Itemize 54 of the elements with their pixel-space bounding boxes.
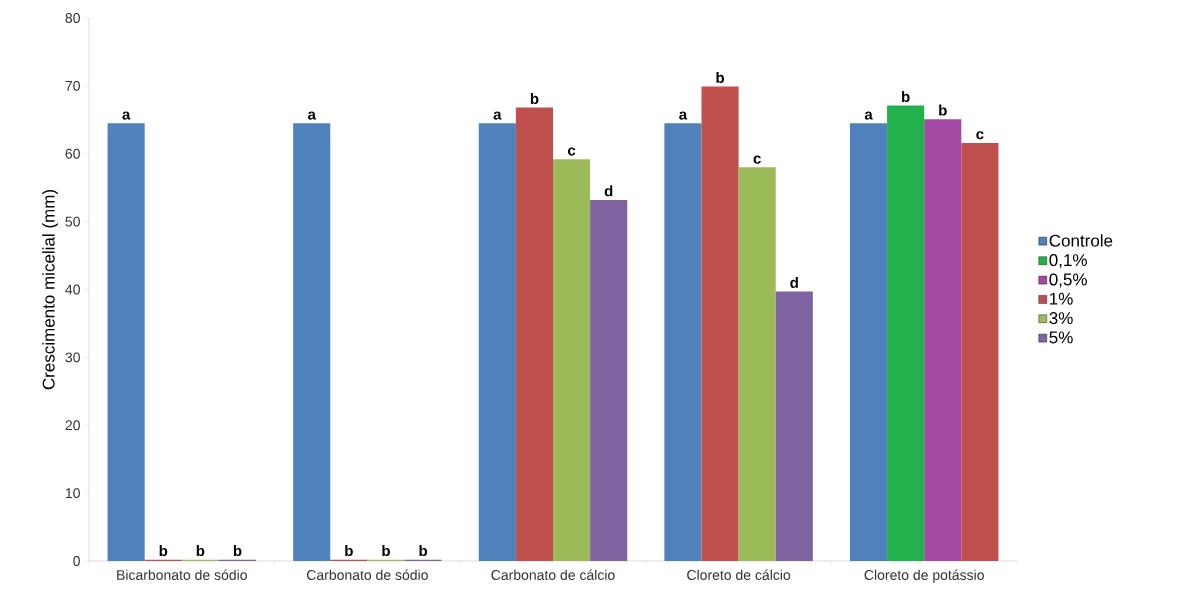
y-tick-label: 50 [65, 216, 80, 227]
x-tick-label: Bicarbonato de sódio [117, 569, 247, 580]
data-label: a [493, 111, 502, 120]
y-tick-label: 30 [65, 352, 80, 363]
data-label: b [159, 545, 168, 557]
y-tick-label: 20 [65, 420, 80, 431]
data-label: b [419, 545, 428, 557]
legend-label: 0,1% [1049, 254, 1087, 269]
y-tick-label: 70 [65, 80, 80, 91]
y-tick-label: 0 [73, 556, 80, 566]
x-tick-label: Cloreto de cálcio [687, 569, 791, 580]
y-tick-label: 60 [65, 148, 80, 159]
x-tick-label: Carbonato de sódio [307, 569, 428, 580]
y-tick-label: 10 [65, 488, 80, 499]
data-label: b [939, 104, 947, 116]
data-label: d [790, 276, 798, 288]
data-label: b [233, 545, 242, 557]
bar [664, 123, 702, 561]
data-label: c [976, 131, 984, 140]
data-label: a [307, 111, 316, 120]
data-label: b [196, 545, 205, 557]
bar [590, 199, 628, 561]
bar [887, 105, 925, 561]
x-tick-label: Carbonato de cálcio [491, 569, 615, 580]
data-label: a [864, 111, 873, 120]
bar [107, 123, 145, 561]
legend-label: 3% [1049, 312, 1073, 325]
data-label: c [753, 155, 761, 164]
bar [849, 123, 888, 561]
bar [293, 123, 331, 561]
legend-label: 1% [1050, 292, 1073, 305]
data-label: a [122, 111, 131, 120]
bar [515, 107, 554, 561]
data-label: d [604, 185, 613, 197]
bar [924, 119, 962, 561]
legend-label: 5% [1049, 331, 1073, 344]
data-label: a [679, 111, 688, 120]
bar [701, 86, 739, 561]
data-label: b [382, 545, 390, 557]
legend-label: 0,5% [1049, 273, 1087, 288]
legend-label: Controle [1049, 234, 1113, 247]
bar [553, 159, 591, 561]
data-label: c [567, 147, 576, 156]
y-tick-label: 80 [65, 13, 80, 23]
data-label: b [716, 72, 725, 84]
bar [738, 167, 776, 561]
y-tick-label: 40 [65, 284, 80, 295]
x-tick-label: Cloreto de potássio [864, 569, 984, 583]
data-label: b [530, 93, 539, 105]
bar [775, 291, 813, 561]
y-axis-title: Crescimento micelial (mm) [42, 190, 59, 390]
data-label: b [345, 545, 353, 557]
data-label: b [902, 91, 910, 103]
bar [478, 123, 516, 561]
